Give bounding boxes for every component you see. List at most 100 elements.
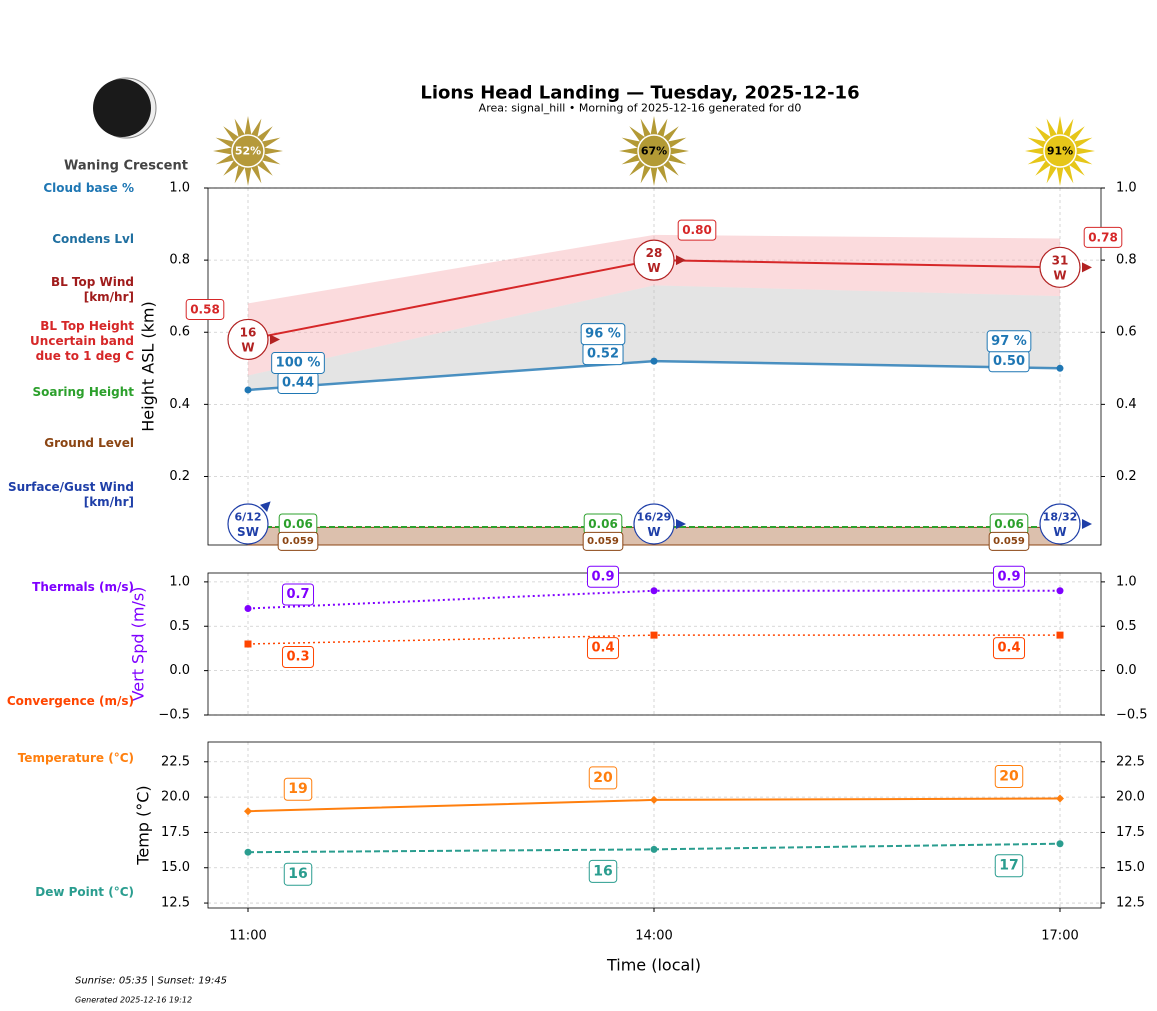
wind-direction: W — [1053, 525, 1066, 539]
cloud-base-label-box — [271, 351, 325, 374]
cloud-base-label: 96 % — [585, 327, 621, 342]
sun-label: 52% — [235, 145, 261, 158]
y-tick-label: 22.5 — [161, 754, 190, 769]
thermal-label-box — [992, 565, 1026, 588]
y2-tick-label: 1.0 — [1116, 574, 1137, 589]
condens-label-group: 0.44 — [277, 371, 319, 394]
temperature-label-box — [588, 766, 618, 790]
convergence-label-box — [281, 646, 315, 668]
wind-circle — [1039, 246, 1081, 288]
y2-tick-label: 17.5 — [1116, 825, 1145, 840]
moon-dark — [93, 79, 151, 137]
ground-label-group: 0.059 — [277, 531, 319, 551]
ground-label-group: 0.059 — [582, 531, 624, 551]
wind-arrow — [1082, 518, 1092, 529]
wind-speed: 31 — [1052, 253, 1069, 267]
bl-top-label: 0.78 — [1088, 230, 1118, 244]
wind-speed: 16/29 — [637, 510, 672, 523]
dewpoint-point — [650, 845, 658, 853]
y2-tick-label: 15.0 — [1116, 860, 1145, 875]
sun-label: 67% — [641, 145, 667, 158]
soaring-label-group: 0.06 — [583, 513, 623, 535]
thermal-label: 0.7 — [286, 587, 309, 602]
y-tick-label: 1.0 — [169, 181, 190, 196]
y2-tick-label: 0.2 — [1116, 469, 1137, 484]
thermal-point — [244, 605, 252, 612]
wind-circle — [633, 239, 675, 281]
y-tick-label: 12.5 — [161, 896, 190, 911]
y2-tick-label: 22.5 — [1116, 754, 1145, 769]
temperature-label-group: 20 — [588, 766, 618, 790]
ground-label-box — [582, 531, 624, 551]
y2-tick-label: 0.4 — [1116, 397, 1137, 412]
wind-speed: 28 — [646, 246, 663, 260]
x-tick-label: 14:00 — [635, 929, 672, 944]
convergence-label: 0.4 — [591, 641, 614, 656]
wind-circle — [227, 318, 269, 361]
condens-label-group: 0.50 — [988, 350, 1030, 373]
dewpoint-label-box — [994, 854, 1024, 878]
ground-label-group: 0.059 — [988, 531, 1030, 551]
y-axis-label: Temp (°C) — [134, 785, 153, 865]
dewpoint-point — [244, 848, 252, 856]
wind-direction: W — [647, 525, 660, 539]
thermal-label-box — [281, 583, 315, 606]
y2-tick-label: 1.0 — [1116, 181, 1137, 196]
ground-label-box — [988, 531, 1030, 551]
plot-frame — [207, 741, 1102, 909]
dewpoint-label-group: 16 — [283, 862, 313, 886]
series-label: Cloud base % — [43, 181, 134, 195]
soaring-label: 0.06 — [994, 517, 1024, 531]
temperature-point — [650, 795, 658, 804]
wind-direction: SW — [237, 525, 259, 539]
condens-point — [650, 357, 658, 365]
convergence-label-group: 0.3 — [281, 646, 315, 668]
sun-disc — [1043, 134, 1077, 168]
condens-point — [1056, 364, 1064, 372]
x-tick-label: 11:00 — [229, 929, 266, 944]
ground-label-box — [277, 531, 319, 551]
thermal-label-box — [586, 565, 620, 588]
temperature-label-box — [283, 777, 313, 801]
series-label: Dew Point (°C) — [35, 885, 134, 899]
cloud-base-label-group: 96 % — [580, 323, 626, 346]
thermal-label-group: 0.7 — [281, 583, 315, 606]
cloud-base-label: 97 % — [991, 334, 1027, 349]
series-label: Condens Lvl — [52, 232, 134, 246]
condens-label: 0.44 — [282, 375, 314, 390]
moon-phase: Waning Crescent — [64, 159, 188, 174]
ground-label: 0.059 — [587, 536, 619, 547]
y2-tick-label: 0.5 — [1116, 619, 1137, 634]
soaring-label: 0.06 — [283, 517, 313, 531]
dewpoint-label-group: 17 — [994, 854, 1024, 878]
wind-circle — [633, 503, 675, 545]
convergence-label-group: 0.4 — [586, 637, 620, 660]
thermal-label-group: 0.9 — [586, 565, 620, 588]
thermal-point — [1056, 587, 1064, 595]
thermal-label: 0.9 — [997, 569, 1020, 584]
convergence-label-group: 0.4 — [992, 637, 1026, 660]
bl-top-label-group: 0.58 — [185, 298, 225, 320]
convergence-label-box — [992, 637, 1026, 660]
y2-tick-label: −0.5 — [1116, 708, 1148, 723]
x-axis-label: Time (local) — [606, 956, 701, 975]
y-axis-label: Vert Spd (m/s) — [129, 587, 148, 702]
dewpoint-point — [1056, 840, 1064, 848]
condens-label-group: 0.52 — [582, 343, 624, 366]
y2-tick-label: 0.8 — [1116, 253, 1137, 268]
series-label: Convergence (m/s) — [6, 694, 134, 708]
y-tick-label: −0.5 — [158, 708, 190, 723]
series-label: Thermals (m/s) — [32, 580, 134, 594]
y-tick-label: 20.0 — [161, 790, 190, 805]
series-label: Surface/Gust Wind [km/hr] — [8, 480, 134, 509]
wind-arrow — [1082, 262, 1092, 273]
series-label: Temperature (°C) — [17, 751, 134, 765]
sun-disc — [637, 134, 671, 168]
temperature-label: 20 — [999, 769, 1019, 785]
temperature-point — [1056, 794, 1064, 803]
temperature-label: 19 — [288, 781, 307, 797]
y-tick-label: 17.5 — [161, 825, 190, 840]
wind-arrow — [676, 518, 686, 529]
wind-arrow — [270, 334, 280, 345]
bl-top-label-box — [1083, 226, 1123, 248]
